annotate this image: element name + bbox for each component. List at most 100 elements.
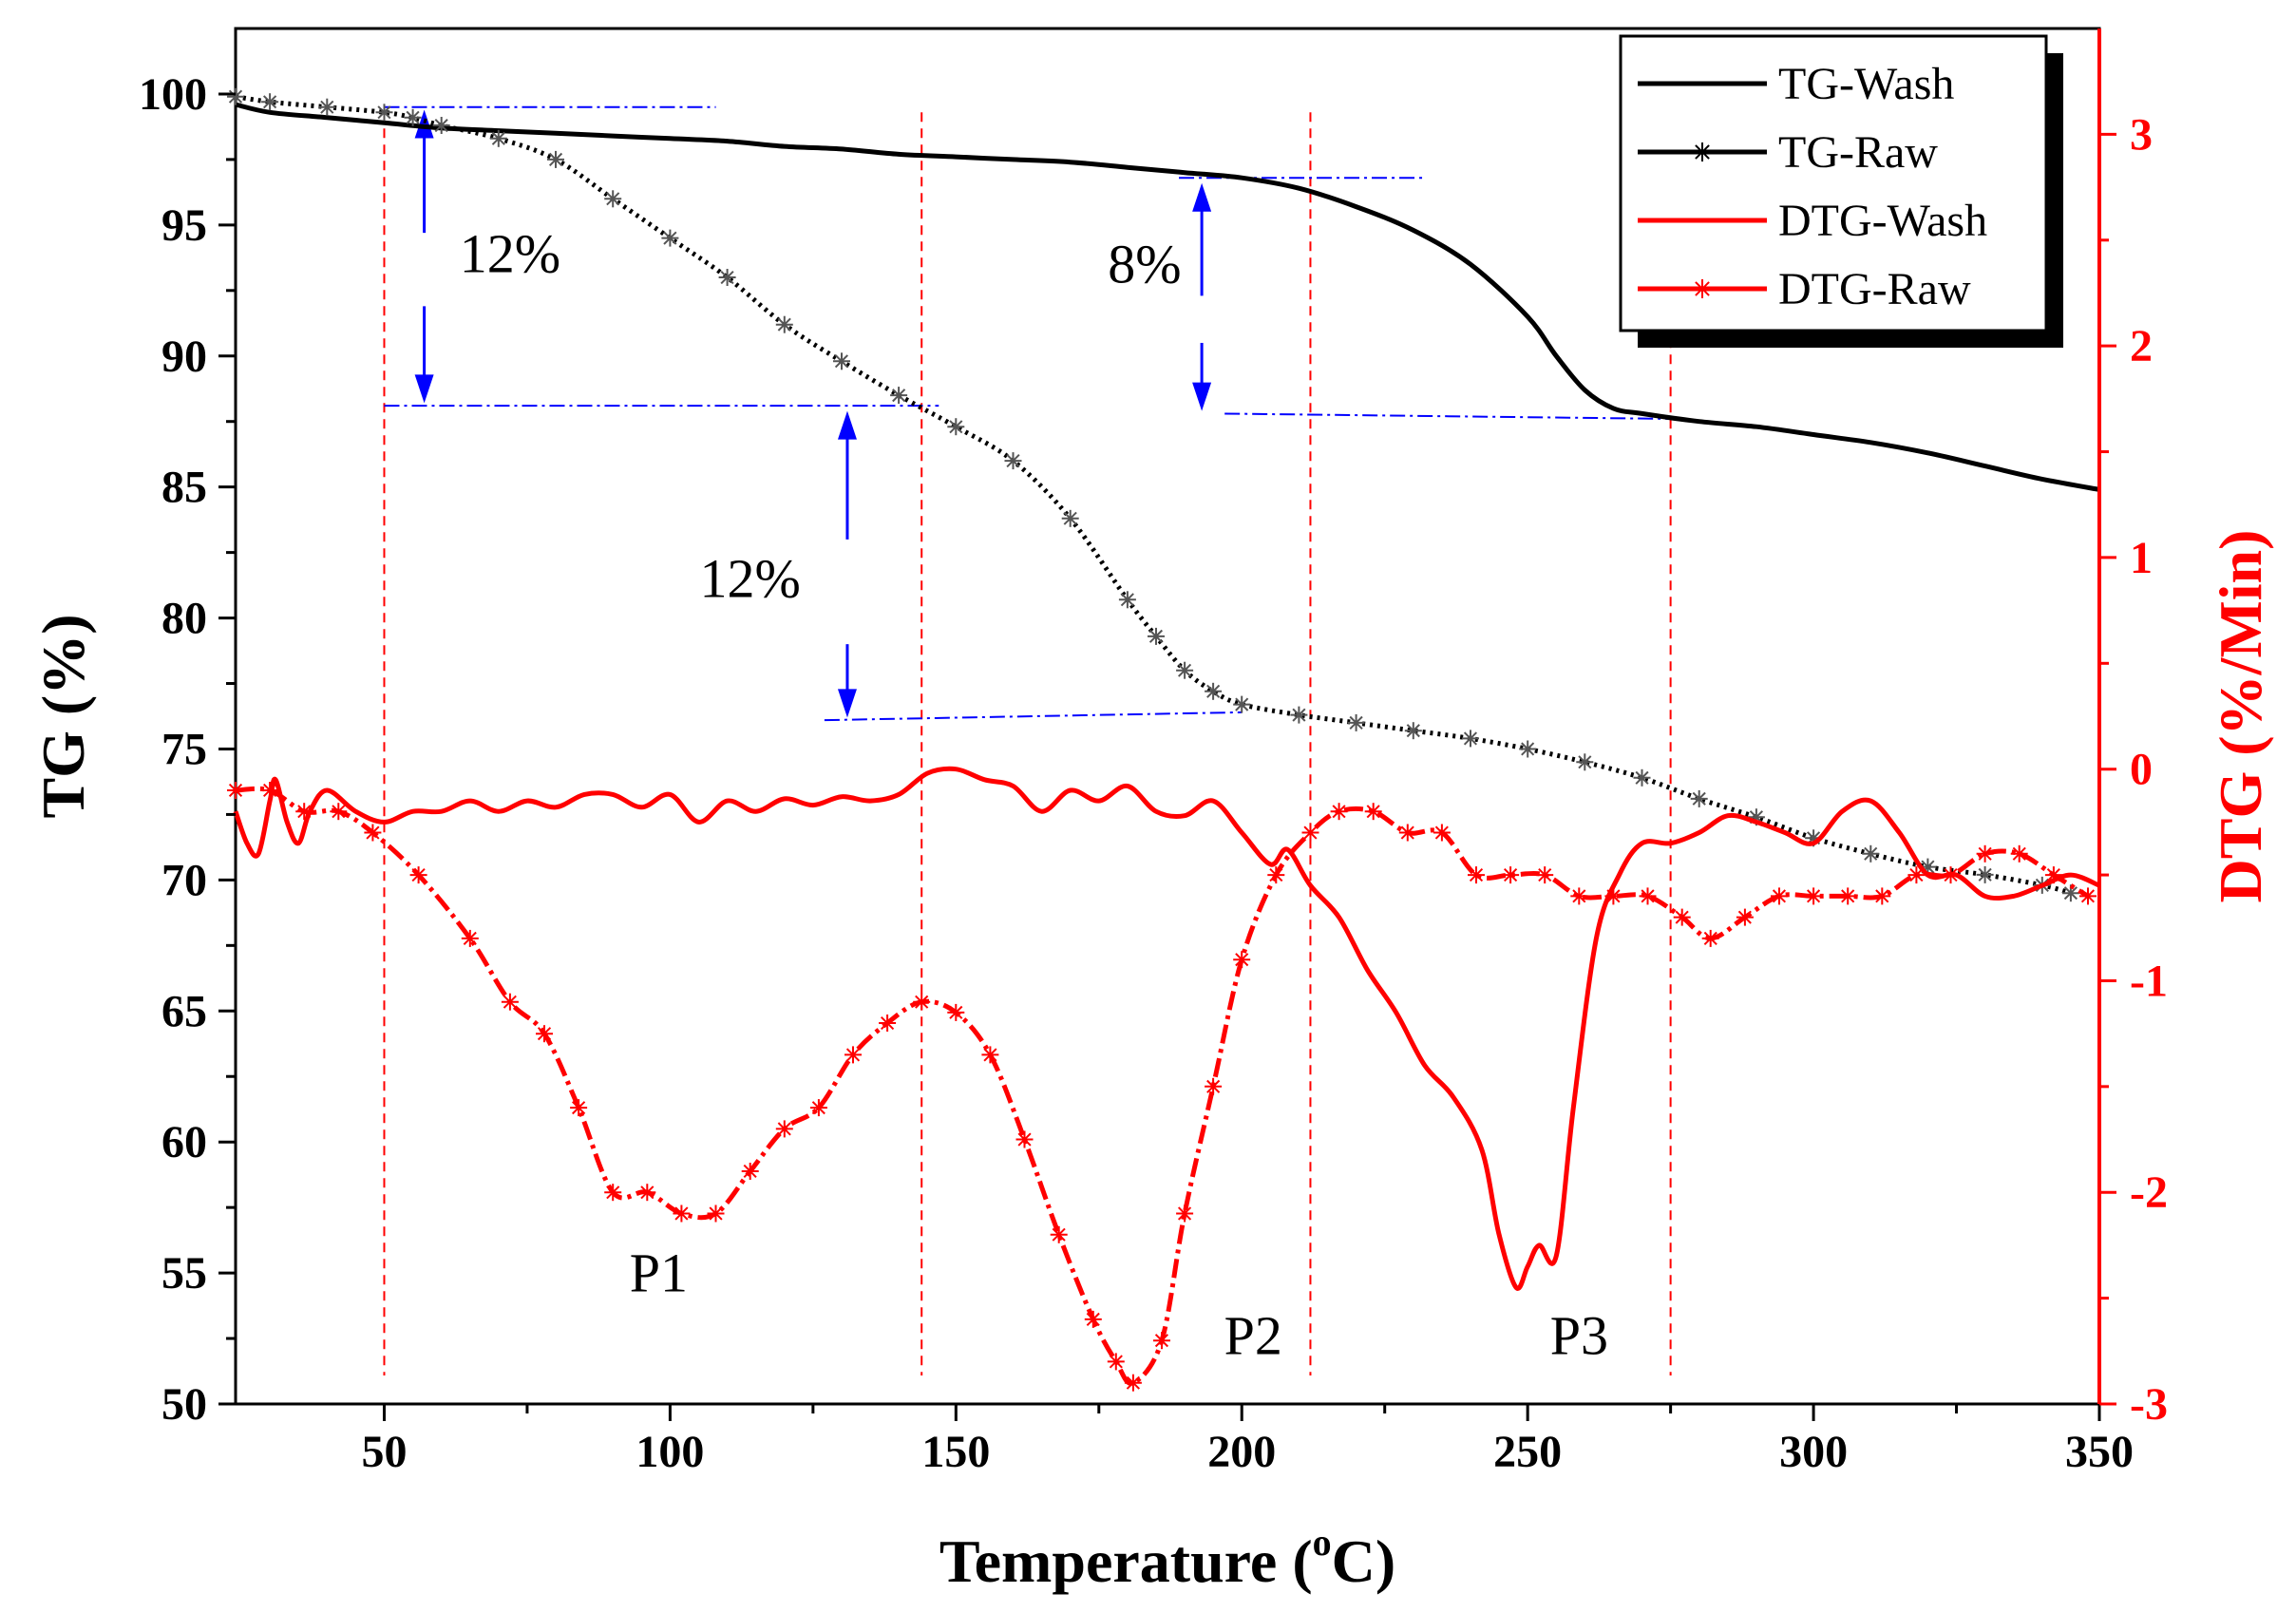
marker-tg-raw-9 — [661, 229, 679, 247]
x-tick-label-200: 200 — [1207, 1427, 1276, 1477]
marker-tg-raw-26-stroke — [1521, 742, 1535, 756]
legend-marker-dtg-raw-stroke — [1695, 281, 1710, 296]
marker-dtg-raw-14 — [741, 1163, 759, 1180]
marker-dtg-raw-33-stroke — [1332, 805, 1346, 819]
marker-tg-raw-4-stroke — [406, 110, 420, 124]
series-line-dtg-raw — [235, 786, 2090, 1386]
marker-dtg-raw-9 — [570, 1099, 588, 1117]
marker-dtg-raw-44 — [1701, 929, 1719, 947]
marker-dtg-raw-41-stroke — [1606, 889, 1621, 903]
marker-dtg-raw-38 — [1502, 866, 1520, 884]
arrow-head-3 — [837, 689, 857, 718]
marker-dtg-raw-1 — [261, 782, 279, 799]
marker-tg-raw-36-stroke — [2063, 886, 2078, 901]
marker-dtg-raw-52 — [1976, 844, 1994, 863]
legend-items: TG-Wash TG-Raw DTG-Wash DTG-Raw — [1638, 59, 1987, 314]
marker-tg-raw-12-stroke — [834, 354, 849, 369]
marker-dtg-raw-19 — [913, 993, 931, 1011]
x-axis-title-sup: o — [1313, 1521, 1332, 1564]
marker-dtg-raw-16 — [809, 1099, 827, 1117]
marker-dtg-raw-51 — [1942, 866, 1960, 884]
marker-tg-raw-22-stroke — [1292, 708, 1306, 722]
y-axis-left-title: TG (%) — [29, 614, 97, 818]
y-right-tick-label-2: 2 — [2130, 321, 2153, 371]
marker-dtg-raw-20-stroke — [949, 1005, 963, 1019]
marker-dtg-raw-0-stroke — [228, 783, 243, 798]
marker-dtg-raw-23-stroke — [1052, 1227, 1066, 1242]
marker-dtg-raw-17 — [844, 1046, 862, 1064]
marker-tg-raw-24-stroke — [1406, 724, 1420, 738]
marker-dtg-raw-20 — [947, 1003, 965, 1021]
marker-tg-raw-18 — [1148, 627, 1165, 645]
marker-tg-raw-29 — [1690, 789, 1708, 807]
y-right-tick-label-0: 0 — [2130, 745, 2153, 795]
marker-dtg-raw-17-stroke — [845, 1048, 861, 1062]
marker-tg-raw-8-stroke — [606, 192, 620, 206]
marker-dtg-raw-0 — [227, 782, 244, 799]
marker-dtg-raw-29-stroke — [1206, 1079, 1221, 1093]
annotation-5: P3 — [1550, 1305, 1608, 1367]
legend: TG-Wash TG-Raw DTG-Wash DTG-Raw — [1619, 34, 2063, 348]
x-tick-label-350: 350 — [2065, 1427, 2134, 1477]
marker-tg-raw-13 — [890, 387, 908, 405]
marker-tg-raw-10-stroke — [720, 270, 734, 285]
marker-dtg-raw-48 — [1839, 887, 1857, 905]
marker-dtg-raw-4-stroke — [366, 825, 380, 840]
marker-dtg-raw-45-stroke — [1737, 910, 1752, 924]
marker-dtg-raw-51-stroke — [1944, 867, 1958, 882]
marker-tg-raw-13-stroke — [892, 389, 906, 403]
annotation-1: 12% — [699, 548, 800, 610]
marker-tg-raw-12 — [833, 352, 850, 370]
marker-tg-raw-28 — [1633, 768, 1651, 787]
guide-line-4 — [1224, 412, 1671, 420]
marker-dtg-raw-13 — [707, 1204, 725, 1223]
arrow-head-2 — [837, 410, 857, 440]
marker-dtg-raw-8 — [536, 1025, 553, 1043]
marker-dtg-raw-52-stroke — [1978, 846, 1992, 861]
marker-dtg-raw-38-stroke — [1503, 867, 1518, 882]
y-axis-right: -3 -2 -1 0 1 2 3 — [2099, 109, 2168, 1430]
series-line-tg-wash — [235, 102, 2100, 492]
marker-dtg-raw-27-stroke — [1154, 1334, 1169, 1348]
marker-dtg-raw-10-stroke — [606, 1185, 620, 1200]
marker-dtg-raw-36 — [1433, 824, 1451, 842]
arrow-head-4 — [1192, 182, 1212, 212]
marker-dtg-raw-41 — [1604, 887, 1622, 905]
marker-tg-raw-0-stroke — [228, 89, 243, 104]
vertical-reference-lines — [383, 112, 1672, 1375]
legend-label-dtg-wash: DTG-Wash — [1778, 196, 1987, 246]
annotations: 12% 12% 8% P1 P2 P3 — [460, 223, 1608, 1367]
marker-dtg-raw-36-stroke — [1434, 825, 1449, 840]
marker-tg-raw-7 — [547, 150, 564, 168]
marker-tg-raw-20-stroke — [1206, 684, 1221, 698]
marker-dtg-raw-5-stroke — [411, 867, 426, 882]
arrow-head-0 — [414, 109, 434, 139]
marker-dtg-raw-35 — [1398, 824, 1416, 842]
marker-dtg-raw-34 — [1364, 803, 1382, 821]
marker-dtg-raw-49-stroke — [1875, 889, 1889, 903]
marker-tg-raw-21 — [1233, 695, 1251, 713]
x-axis-title-unit: C) — [1332, 1527, 1396, 1595]
marker-tg-raw-5 — [432, 117, 450, 134]
marker-dtg-raw-11-stroke — [640, 1185, 655, 1200]
marker-tg-raw-5-stroke — [434, 118, 448, 133]
marker-dtg-raw-40-stroke — [1572, 889, 1586, 903]
marker-dtg-raw-21-stroke — [983, 1048, 997, 1062]
marker-dtg-raw-47-stroke — [1806, 889, 1821, 903]
y-right-tick-label--1: -1 — [2130, 956, 2168, 1006]
x-tick-label-150: 150 — [921, 1427, 990, 1477]
marker-dtg-raw-37 — [1468, 866, 1485, 884]
marker-tg-raw-24 — [1404, 722, 1422, 740]
marker-tg-raw-17-stroke — [1120, 593, 1134, 607]
marker-tg-raw-22 — [1290, 706, 1308, 724]
x-tick-label-250: 250 — [1493, 1427, 1562, 1477]
marker-tg-raw-23-stroke — [1349, 715, 1363, 730]
marker-dtg-raw-18 — [879, 1015, 897, 1032]
marker-dtg-raw-4 — [364, 824, 382, 842]
marker-dtg-raw-23 — [1050, 1225, 1068, 1243]
marker-tg-raw-19-stroke — [1177, 663, 1192, 677]
marker-dtg-raw-5 — [409, 866, 427, 884]
x-tick-label-100: 100 — [636, 1427, 704, 1477]
marker-dtg-raw-7 — [501, 993, 519, 1011]
marker-dtg-raw-2-stroke — [297, 805, 312, 819]
